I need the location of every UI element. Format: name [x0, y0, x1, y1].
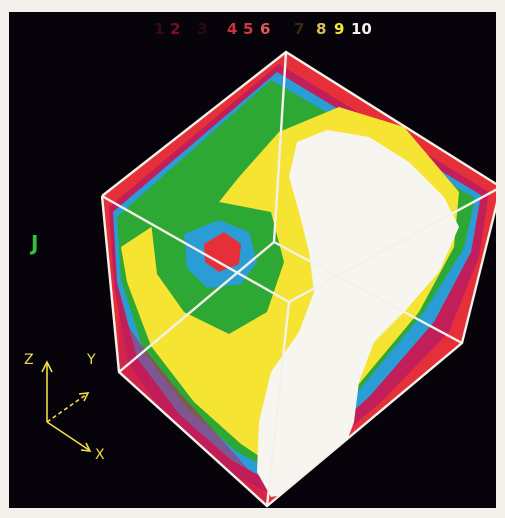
cube-edge-top-front	[101, 194, 290, 304]
legend-label-5: 5	[243, 20, 254, 38]
legend-label-4: 4	[227, 20, 238, 38]
cube-edge-right-front	[288, 188, 496, 304]
cube-edge-hidden-back-1	[272, 51, 288, 243]
cube-edge-vertical-front	[265, 301, 291, 507]
legend-label-1: 1	[154, 20, 165, 38]
legend-label-8: 8	[316, 20, 327, 38]
legend-label-3: 3	[197, 20, 208, 38]
axes-indicator	[41, 360, 92, 452]
legend-label-7: 7	[294, 20, 305, 38]
z-axis-label: Z	[24, 352, 34, 368]
side-mark-glyph: J	[29, 231, 38, 255]
red-core-region	[204, 232, 241, 272]
volume-render: J Z Y X	[24, 50, 496, 508]
x-axis-label: X	[95, 447, 105, 463]
white-region	[257, 130, 459, 497]
cube-volume	[102, 52, 496, 506]
z-axis-arrowhead	[41, 360, 53, 373]
legend-label-9: 9	[334, 20, 345, 38]
x-axis-line	[46, 421, 90, 451]
x-axis-arrowhead	[80, 442, 92, 452]
cube-edge-hidden-back-2	[118, 241, 275, 373]
cube-edge-hidden-back-3	[273, 240, 463, 345]
y-axis-line	[46, 393, 88, 423]
visualization-panel: 1 2 3 4 5 6 7 8 9 10	[9, 12, 496, 508]
y-axis-arrowhead	[78, 392, 90, 402]
lower-shadow-region	[119, 312, 271, 506]
legend-label-6: 6	[260, 20, 271, 38]
y-axis-label: Y	[86, 352, 96, 368]
legend-label-2: 2	[170, 20, 181, 38]
legend-label-10: 10	[351, 20, 372, 38]
color-scale-legend: 1 2 3 4 5 6 7 8 9 10	[9, 16, 496, 46]
cube-wireframe	[100, 50, 496, 508]
